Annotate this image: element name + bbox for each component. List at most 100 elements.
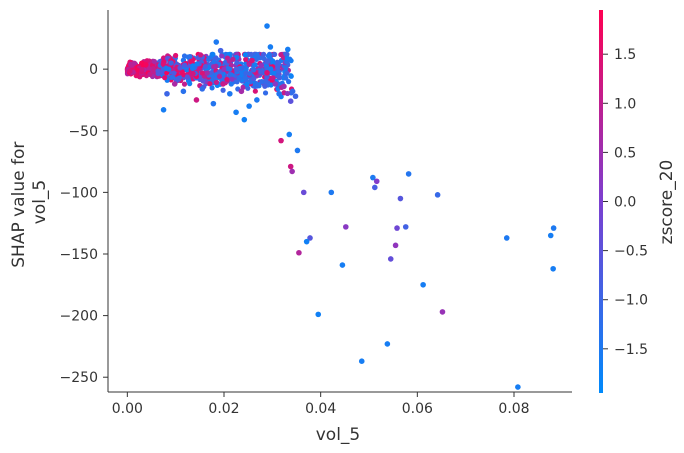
cluster-point bbox=[275, 64, 281, 70]
data-point bbox=[420, 281, 426, 288]
cluster-point bbox=[244, 81, 250, 87]
data-point bbox=[272, 81, 279, 87]
cluster-point bbox=[146, 66, 152, 72]
data-point bbox=[315, 311, 322, 318]
x-tick-label: 0.04 bbox=[305, 401, 336, 417]
cluster-point bbox=[270, 75, 276, 81]
colorbar-tick-label: −1.0 bbox=[614, 293, 648, 309]
cluster-point bbox=[258, 69, 264, 75]
colorbar-tick-label: 0.5 bbox=[614, 145, 636, 161]
data-point bbox=[402, 224, 409, 230]
cluster-point bbox=[204, 70, 210, 76]
data-point bbox=[249, 57, 255, 64]
data-point bbox=[387, 256, 394, 262]
data-point bbox=[392, 242, 399, 249]
data-point bbox=[241, 116, 248, 123]
cluster-point bbox=[217, 68, 223, 75]
cluster-point bbox=[276, 73, 282, 79]
cluster-point bbox=[134, 67, 140, 73]
cluster-point bbox=[163, 70, 170, 76]
cluster-point bbox=[202, 63, 209, 70]
cluster-point bbox=[160, 55, 167, 61]
y-tick-label: −250 bbox=[60, 370, 98, 386]
cluster-point bbox=[259, 78, 265, 85]
cluster-point bbox=[133, 73, 139, 79]
x-axis-ticks: 0.00 0.02 0.04 0.06 0.08 bbox=[112, 392, 530, 417]
data-point bbox=[193, 97, 200, 103]
data-point bbox=[296, 249, 302, 256]
cluster-point bbox=[168, 60, 174, 66]
cluster-point bbox=[236, 75, 242, 82]
cluster-point bbox=[283, 51, 290, 57]
cluster-point bbox=[288, 73, 294, 79]
y-tick-label: −100 bbox=[60, 185, 98, 201]
cluster-point bbox=[162, 75, 168, 81]
cluster-point bbox=[219, 53, 225, 59]
data-point bbox=[233, 109, 239, 116]
cluster-point bbox=[147, 71, 153, 77]
data-point bbox=[238, 88, 245, 95]
cluster-point bbox=[139, 66, 145, 73]
cluster-point bbox=[271, 70, 277, 76]
cluster-point bbox=[150, 66, 156, 72]
cluster-point bbox=[213, 79, 220, 85]
y-tick-label: −50 bbox=[68, 124, 98, 140]
data-point bbox=[439, 309, 446, 315]
data-point bbox=[246, 103, 252, 109]
x-tick-label: 0.02 bbox=[208, 401, 239, 417]
data-point bbox=[213, 39, 220, 45]
cluster-point bbox=[155, 70, 161, 77]
cluster-point bbox=[177, 65, 183, 71]
data-point bbox=[217, 47, 224, 54]
cluster-point bbox=[209, 85, 215, 91]
cluster-point bbox=[239, 70, 245, 76]
cluster-point bbox=[228, 81, 234, 87]
data-point bbox=[289, 88, 296, 95]
cluster-point bbox=[264, 65, 270, 72]
data-point bbox=[258, 62, 265, 69]
cluster-point bbox=[182, 62, 188, 68]
cluster-point bbox=[264, 74, 270, 80]
data-point bbox=[292, 93, 299, 100]
cluster-point bbox=[211, 64, 217, 70]
cluster-point bbox=[278, 52, 284, 58]
cluster-point bbox=[216, 73, 223, 79]
data-point bbox=[254, 97, 260, 103]
cluster-point bbox=[262, 83, 268, 89]
data-point bbox=[550, 225, 557, 231]
cluster-point bbox=[171, 70, 177, 76]
cluster-point bbox=[205, 56, 212, 63]
cluster-point bbox=[151, 58, 158, 65]
cluster-point bbox=[181, 81, 188, 87]
cluster-point bbox=[207, 81, 213, 87]
y-axis-title-line-2: vol_5 bbox=[30, 180, 50, 225]
data-point bbox=[264, 70, 270, 76]
cluster-point bbox=[247, 70, 253, 77]
colorbar-tick-label: 1.0 bbox=[614, 96, 636, 112]
cluster-point bbox=[251, 67, 257, 73]
cluster-point bbox=[252, 62, 258, 68]
cluster-point bbox=[220, 87, 226, 93]
data-point bbox=[171, 81, 178, 87]
x-tick-label: 0.00 bbox=[112, 401, 143, 417]
y-tick-label: 0 bbox=[89, 62, 98, 78]
data-point bbox=[370, 174, 376, 181]
x-axis-title: vol_5 bbox=[316, 425, 361, 445]
cluster-point bbox=[173, 52, 179, 59]
cluster-point bbox=[168, 74, 175, 80]
cluster-point bbox=[261, 55, 267, 62]
x-tick-label: 0.08 bbox=[498, 401, 529, 417]
cluster-point bbox=[224, 76, 230, 83]
cluster-point bbox=[189, 65, 196, 71]
data-point bbox=[199, 86, 206, 92]
cluster-point bbox=[254, 52, 260, 58]
data-point bbox=[550, 265, 556, 272]
cluster-point bbox=[242, 75, 248, 81]
data-point bbox=[285, 46, 291, 53]
y-axis-title-line-1: SHAP value for bbox=[9, 142, 29, 268]
data-point bbox=[210, 100, 217, 107]
cluster-point bbox=[143, 62, 149, 68]
colorbar-title: zscore_20 bbox=[657, 160, 677, 245]
cluster-point bbox=[254, 83, 260, 89]
